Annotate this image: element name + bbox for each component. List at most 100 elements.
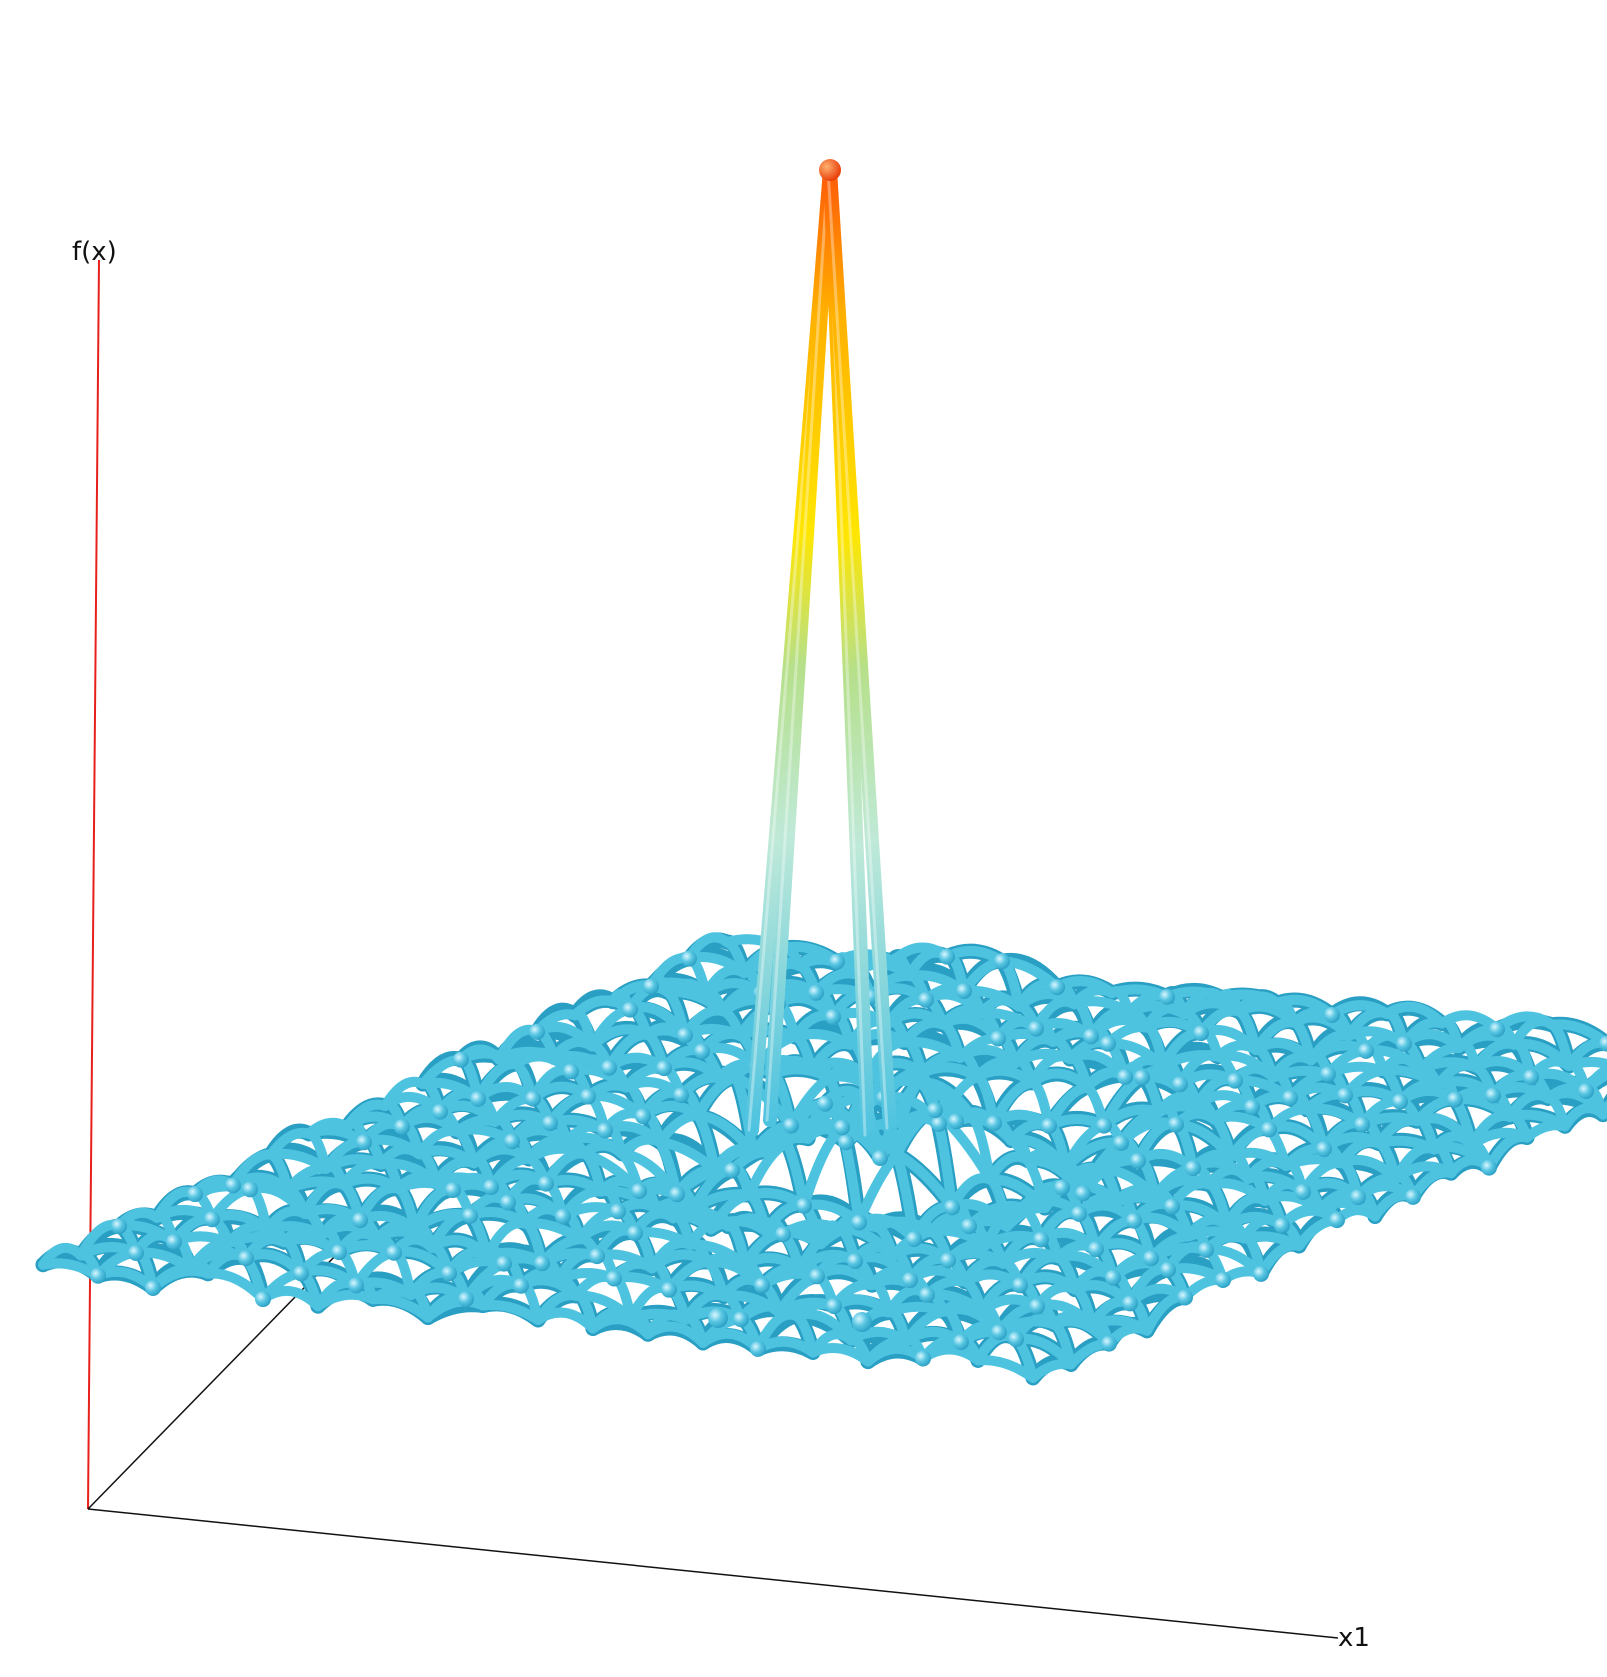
mesh-tube xyxy=(1560,1103,1607,1132)
mesh-node xyxy=(555,1208,571,1225)
mesh-node xyxy=(441,1265,457,1282)
mesh-node xyxy=(1012,1277,1028,1294)
mesh-node xyxy=(529,1023,545,1040)
mesh-node xyxy=(918,991,934,1008)
mesh-node xyxy=(1244,1099,1260,1116)
mesh-node xyxy=(829,953,845,970)
mesh-node xyxy=(255,1291,271,1308)
mesh-node xyxy=(1193,1025,1209,1042)
mesh-node xyxy=(1028,1020,1044,1037)
mesh-node xyxy=(1122,1295,1138,1312)
vertical-axis-line xyxy=(87,259,100,1510)
mesh-node xyxy=(90,1267,106,1284)
mesh-node xyxy=(483,1179,499,1196)
mesh-node xyxy=(750,1340,766,1357)
mesh-tube xyxy=(313,1289,378,1312)
mesh-node xyxy=(204,1211,220,1228)
mesh-tube xyxy=(533,1307,598,1334)
horizontal-axis-label: x1 xyxy=(1338,1623,1370,1653)
mesh-node xyxy=(681,950,697,967)
mesh-node xyxy=(1274,1217,1290,1234)
mesh-node xyxy=(1088,1241,1104,1258)
mesh-node xyxy=(927,1102,943,1119)
mesh-node xyxy=(1160,1261,1176,1278)
mesh-node xyxy=(606,1270,622,1287)
mesh-node xyxy=(872,1150,888,1166)
mesh-node xyxy=(1172,1076,1188,1093)
mesh-node xyxy=(1481,1159,1497,1176)
mesh-node xyxy=(694,1043,710,1060)
mesh-node xyxy=(1126,1212,1142,1229)
mesh-node xyxy=(1049,979,1065,996)
mesh-node xyxy=(1447,1091,1463,1108)
mesh-node xyxy=(500,1194,516,1211)
mesh-node xyxy=(352,1212,368,1229)
mesh-node xyxy=(1033,1231,1049,1248)
mesh-node xyxy=(538,1175,554,1192)
mesh-node xyxy=(1392,1093,1408,1110)
mesh-node xyxy=(128,1244,144,1261)
mesh-tube xyxy=(808,1343,873,1367)
mesh-node xyxy=(386,1244,402,1261)
mesh-node xyxy=(445,1181,461,1198)
mesh-node xyxy=(1054,1179,1070,1196)
mesh-node xyxy=(808,984,824,1001)
dip-node xyxy=(708,1308,728,1328)
mesh-node xyxy=(1320,1066,1336,1083)
mesh-node xyxy=(238,1250,254,1267)
mesh-node xyxy=(458,1291,474,1308)
peak-tube xyxy=(823,163,897,1135)
mesh-node xyxy=(635,1108,651,1125)
mesh-node xyxy=(1198,1241,1214,1258)
mesh-node xyxy=(225,1177,241,1194)
mesh-node xyxy=(939,948,955,965)
mesh-node xyxy=(1075,1185,1091,1202)
mesh-node xyxy=(504,1133,520,1150)
mesh-tube xyxy=(368,1293,433,1323)
mesh-node xyxy=(948,1113,964,1130)
mesh-node xyxy=(991,1324,1007,1341)
mesh-tube xyxy=(1027,1068,1092,1092)
mesh-node xyxy=(944,1199,960,1216)
mesh-node xyxy=(432,1103,448,1120)
mesh-node xyxy=(348,1277,364,1294)
mesh-node xyxy=(1185,1160,1201,1177)
mesh-tube xyxy=(588,1314,653,1340)
mesh-node xyxy=(356,1134,372,1151)
mesh-node xyxy=(166,1233,182,1250)
peak-tip-node xyxy=(819,159,841,181)
mesh-node xyxy=(534,1255,550,1272)
mesh-node xyxy=(627,1225,643,1242)
mesh-node xyxy=(961,1218,977,1235)
mesh-node xyxy=(915,1350,931,1367)
mesh-node xyxy=(919,1286,935,1303)
mesh-node xyxy=(496,1255,512,1272)
mesh-node xyxy=(1354,1116,1370,1133)
mesh-node xyxy=(513,1277,529,1294)
mesh-node xyxy=(931,1115,947,1132)
mesh-node xyxy=(902,1272,918,1289)
mesh-node xyxy=(724,1162,740,1179)
mesh-node xyxy=(610,1203,626,1220)
mesh-node xyxy=(1143,1250,1159,1267)
vertical-axis-label: f(x) xyxy=(72,237,117,267)
mesh-tube xyxy=(918,1344,983,1366)
mesh-node xyxy=(1101,1335,1117,1352)
peak-tube-highlight xyxy=(765,168,830,1122)
central-peak xyxy=(708,159,897,1332)
mesh-node xyxy=(1350,1189,1366,1206)
mesh-tube xyxy=(478,1299,543,1325)
mesh-node xyxy=(597,1122,613,1139)
mesh-node xyxy=(1396,1035,1412,1052)
mesh-node xyxy=(1485,1087,1501,1104)
mesh-node xyxy=(990,1030,1006,1047)
mesh-node xyxy=(1168,1116,1184,1133)
mesh-node xyxy=(754,1277,770,1294)
mesh-node xyxy=(453,1051,469,1068)
mesh-node xyxy=(775,1226,791,1243)
mesh-node xyxy=(1164,1198,1180,1215)
mesh-node xyxy=(580,1088,596,1105)
mesh-node xyxy=(1159,988,1175,1005)
mesh-node xyxy=(589,1248,605,1265)
